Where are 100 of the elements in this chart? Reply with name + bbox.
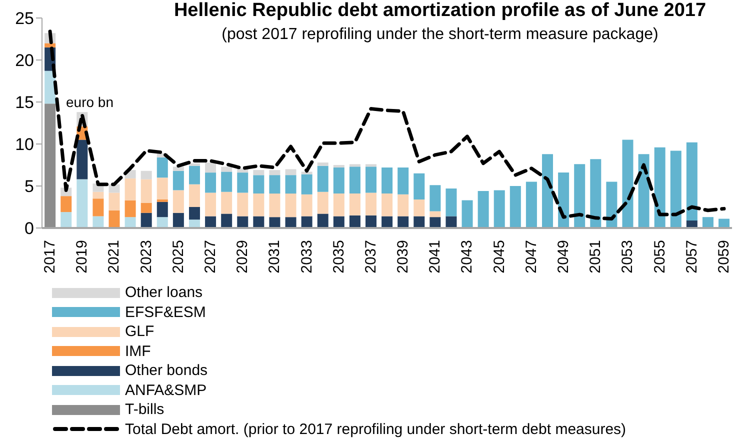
bar	[156, 178, 168, 200]
x-tick-label: 2019	[74, 240, 91, 274]
bar	[301, 216, 312, 228]
bar	[156, 202, 168, 218]
bar	[269, 217, 280, 228]
bar	[221, 166, 232, 172]
x-tick-label: 2027	[202, 240, 219, 274]
bar	[172, 190, 184, 213]
bar	[205, 192, 216, 216]
bar	[44, 104, 56, 228]
bar	[76, 179, 88, 228]
bar	[349, 166, 360, 194]
bar	[686, 142, 698, 220]
bar	[188, 163, 200, 166]
bar	[702, 217, 714, 228]
bar	[124, 178, 136, 200]
bar	[44, 43, 56, 48]
bar	[285, 169, 296, 176]
y-tick-label: 15	[15, 93, 34, 112]
bar	[382, 216, 393, 228]
bar	[205, 162, 216, 173]
bar	[253, 216, 264, 228]
bar	[92, 216, 104, 228]
bar	[366, 192, 376, 216]
bar	[333, 165, 344, 168]
bar	[92, 192, 104, 199]
x-tick-label: 2017	[42, 240, 59, 274]
x-tick-label: 2023	[138, 240, 155, 274]
bar	[333, 194, 344, 216]
x-tick-label: 2059	[715, 240, 732, 274]
x-tick-label: 2051	[587, 240, 604, 274]
bar	[654, 147, 666, 228]
bar	[622, 140, 634, 228]
bar	[366, 164, 376, 167]
x-tick-label: 2033	[298, 240, 316, 274]
bar	[124, 200, 136, 218]
bar	[188, 166, 200, 184]
bar	[221, 172, 232, 192]
bar	[317, 166, 328, 192]
bar	[188, 184, 200, 207]
bar	[140, 179, 152, 203]
bar	[205, 216, 216, 228]
bar	[317, 214, 328, 228]
bar	[237, 216, 248, 228]
bar	[221, 214, 232, 228]
bar	[188, 207, 200, 220]
bar	[414, 199, 425, 216]
bar	[285, 217, 296, 228]
bar	[140, 212, 152, 228]
bar	[333, 168, 344, 194]
bar	[172, 212, 184, 228]
bar	[140, 170, 152, 180]
bar	[317, 162, 328, 166]
bar	[205, 172, 216, 193]
x-tick-label: 2057	[683, 240, 700, 274]
bar	[253, 170, 264, 176]
bar	[269, 170, 280, 176]
bar	[414, 173, 425, 200]
bar	[430, 185, 441, 212]
bar	[494, 190, 505, 228]
x-tick-label: 2037	[362, 240, 380, 274]
x-tick-label: 2053	[619, 240, 636, 274]
bar	[172, 166, 184, 171]
bar	[285, 194, 296, 218]
bar	[269, 175, 280, 194]
bar	[366, 166, 376, 193]
bar	[301, 174, 312, 194]
x-tick-label: 2041	[426, 240, 444, 274]
x-tick-label: 2047	[522, 240, 540, 274]
y-tick-label: 0	[24, 219, 34, 238]
legend-label: T-bills	[125, 401, 164, 418]
bar	[156, 199, 168, 202]
bar	[156, 217, 168, 228]
bar	[317, 192, 328, 214]
bar	[430, 211, 441, 218]
x-tick-label: 2031	[266, 240, 284, 274]
bar	[398, 216, 409, 228]
x-tick-label: 2039	[394, 240, 412, 274]
bar	[558, 172, 570, 228]
bar	[333, 216, 344, 228]
bar	[253, 175, 264, 194]
bar	[269, 194, 280, 218]
bar	[349, 215, 360, 228]
bar	[76, 140, 88, 180]
x-tick-label: 2049	[555, 240, 572, 274]
bar	[349, 164, 360, 167]
x-tick-label: 2029	[234, 240, 252, 274]
bar	[606, 182, 618, 228]
x-tick-label: 2055	[651, 240, 668, 274]
bar	[349, 194, 360, 216]
bar	[382, 168, 393, 194]
x-tick-label: 2025	[170, 240, 187, 274]
bar	[172, 170, 184, 190]
bar	[92, 198, 104, 216]
x-tick-label: 2045	[490, 240, 508, 274]
bar	[478, 191, 489, 228]
bar	[237, 192, 248, 216]
x-tick-label: 2043	[458, 240, 476, 274]
bar	[140, 202, 152, 213]
y-tick-label: 5	[24, 177, 34, 196]
